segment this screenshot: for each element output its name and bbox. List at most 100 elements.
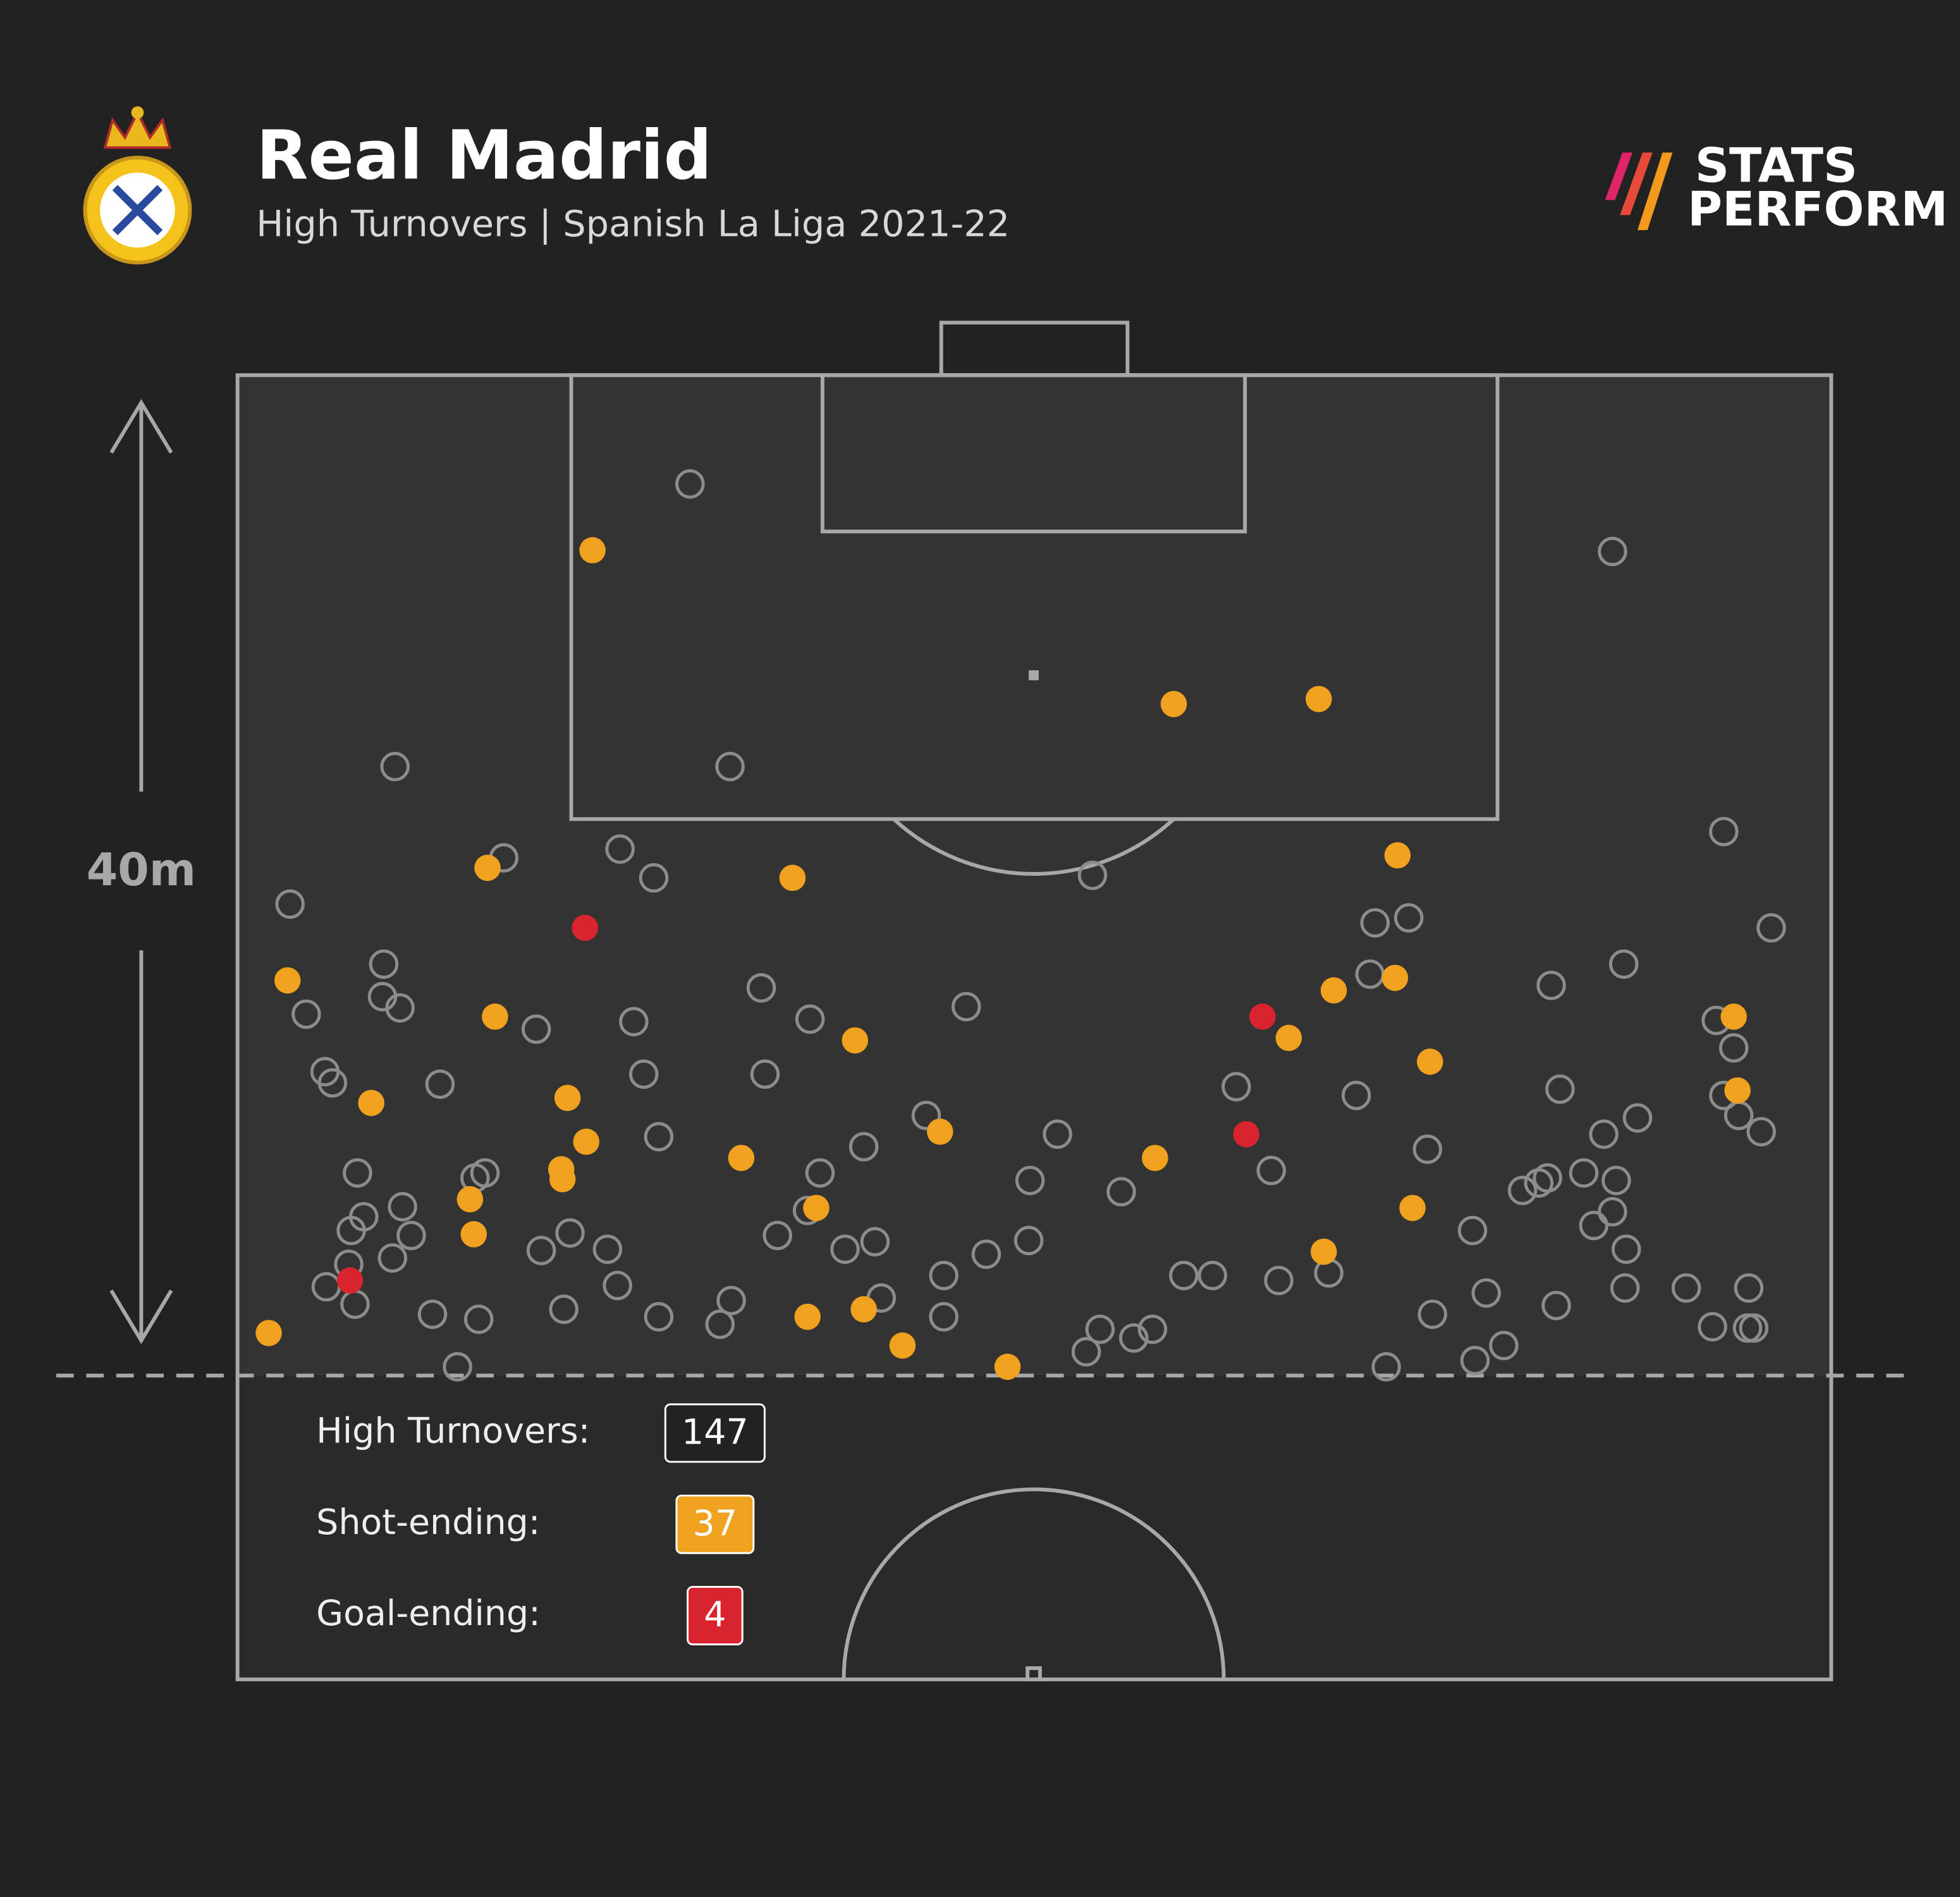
turnover-point bbox=[579, 537, 606, 563]
title: Real Madrid bbox=[256, 116, 712, 195]
turnover-point bbox=[1222, 1072, 1251, 1102]
turnover-point bbox=[644, 1302, 674, 1332]
turnover-point bbox=[763, 1220, 792, 1251]
turnover-point bbox=[1536, 971, 1566, 1000]
stat-value: 37 bbox=[693, 1504, 737, 1544]
turnover-point bbox=[1014, 1225, 1044, 1256]
turnover-point bbox=[994, 1353, 1021, 1380]
turnover-point bbox=[1399, 1194, 1426, 1222]
turnover-point bbox=[470, 1158, 500, 1188]
turnover-point bbox=[474, 854, 501, 881]
zone-arrow bbox=[109, 399, 173, 1344]
turnover-point bbox=[795, 1004, 825, 1034]
turnover-point bbox=[1671, 1273, 1701, 1303]
turnover-point bbox=[385, 993, 415, 1023]
turnover-point bbox=[675, 469, 705, 499]
turnover-point bbox=[1724, 1077, 1751, 1104]
centre-circle bbox=[842, 1487, 1226, 1679]
turnover-point bbox=[1360, 908, 1390, 938]
turnover-point bbox=[336, 1267, 364, 1294]
turnover-point bbox=[605, 834, 635, 864]
turnover-point bbox=[1160, 691, 1187, 718]
turnover-point bbox=[842, 1027, 869, 1054]
stat-value: 4 bbox=[704, 1595, 726, 1635]
penalty-arc bbox=[892, 818, 1175, 876]
turnover-point bbox=[1471, 1278, 1501, 1308]
turnover-point bbox=[952, 991, 981, 1022]
turnover-point bbox=[275, 889, 305, 919]
turnover-point bbox=[1371, 1352, 1401, 1382]
turnover-point bbox=[1341, 1081, 1371, 1110]
turnover-point bbox=[336, 1215, 366, 1246]
turnover-point bbox=[572, 914, 599, 942]
turnover-point bbox=[746, 973, 776, 1003]
turnover-point bbox=[850, 1296, 877, 1323]
turnover-point bbox=[1137, 1314, 1168, 1344]
stat-box bbox=[664, 1403, 766, 1463]
turnover-point bbox=[1085, 1314, 1115, 1344]
turnover-point bbox=[1310, 1238, 1337, 1265]
turnover-point bbox=[388, 1192, 417, 1222]
turnover-point bbox=[1015, 1165, 1045, 1196]
turnover-point bbox=[1384, 842, 1411, 869]
brand-logo bbox=[1605, 152, 1673, 230]
turnover-point bbox=[549, 1166, 576, 1193]
turnover-point bbox=[1071, 1337, 1101, 1367]
turnover-point bbox=[848, 1132, 879, 1162]
turnover-point bbox=[1598, 536, 1627, 567]
turnover-point bbox=[1739, 1313, 1769, 1343]
turnover-point bbox=[628, 1059, 659, 1089]
turnover-point bbox=[1622, 1103, 1653, 1133]
stat-label: Shot-ending: bbox=[316, 1502, 540, 1543]
turnover-point bbox=[456, 1186, 484, 1213]
stat-box bbox=[675, 1494, 755, 1554]
subtitle: High Turnovers | Spanish La Liga 2021-22 bbox=[256, 203, 1010, 245]
turnover-point bbox=[1306, 685, 1332, 713]
turnover-point bbox=[715, 752, 745, 782]
turnover-point bbox=[1106, 1177, 1136, 1206]
turnover-point bbox=[1249, 1004, 1276, 1030]
turnover-point bbox=[555, 1218, 585, 1248]
turnover-point bbox=[1569, 1158, 1599, 1188]
turnover-point bbox=[396, 1220, 426, 1251]
pitch bbox=[56, 321, 1913, 1681]
brand-text: PERFORM bbox=[1687, 181, 1948, 237]
turnover-point bbox=[1412, 1134, 1443, 1164]
turnover-point bbox=[592, 1234, 623, 1264]
turnover-point bbox=[1118, 1323, 1149, 1353]
turnover-point bbox=[929, 1302, 959, 1332]
turnover-point bbox=[521, 1014, 551, 1044]
turnover-point bbox=[1598, 1197, 1627, 1227]
turnover-point bbox=[443, 1352, 472, 1382]
stat-label: Goal-ending: bbox=[316, 1593, 541, 1634]
turnover-point bbox=[1381, 964, 1409, 991]
turnover-point bbox=[1416, 1048, 1443, 1075]
zone-label: 40m bbox=[87, 844, 196, 896]
turnover-point bbox=[639, 863, 669, 893]
turnover-point bbox=[926, 1118, 953, 1145]
turnover-point bbox=[1043, 1119, 1072, 1149]
turnover-point bbox=[1720, 1004, 1747, 1030]
turnover-point bbox=[603, 1270, 632, 1301]
turnover-point bbox=[779, 864, 806, 892]
turnover-point bbox=[794, 1303, 821, 1330]
turnover-point bbox=[1507, 1176, 1538, 1205]
turnover-point bbox=[317, 1068, 348, 1098]
turnover-point bbox=[1460, 1346, 1490, 1375]
stat-label: High Turnovers: bbox=[316, 1411, 590, 1451]
turnover-point bbox=[1579, 1210, 1608, 1241]
turnover-point bbox=[1545, 1074, 1575, 1104]
turnover-point bbox=[1233, 1120, 1259, 1148]
turnover-point bbox=[1709, 816, 1739, 847]
turnover-point bbox=[644, 1122, 674, 1151]
turnover-point bbox=[1393, 903, 1424, 933]
brand-text: STATS bbox=[1695, 137, 1858, 193]
turnover-point bbox=[860, 1227, 890, 1256]
turnover-point bbox=[1611, 1234, 1641, 1264]
turnover-point bbox=[1077, 861, 1108, 890]
turnover-point bbox=[1610, 1273, 1640, 1303]
turnover-point bbox=[482, 1004, 508, 1030]
turnover-point bbox=[1418, 1299, 1447, 1329]
turnover-point bbox=[971, 1239, 1001, 1269]
